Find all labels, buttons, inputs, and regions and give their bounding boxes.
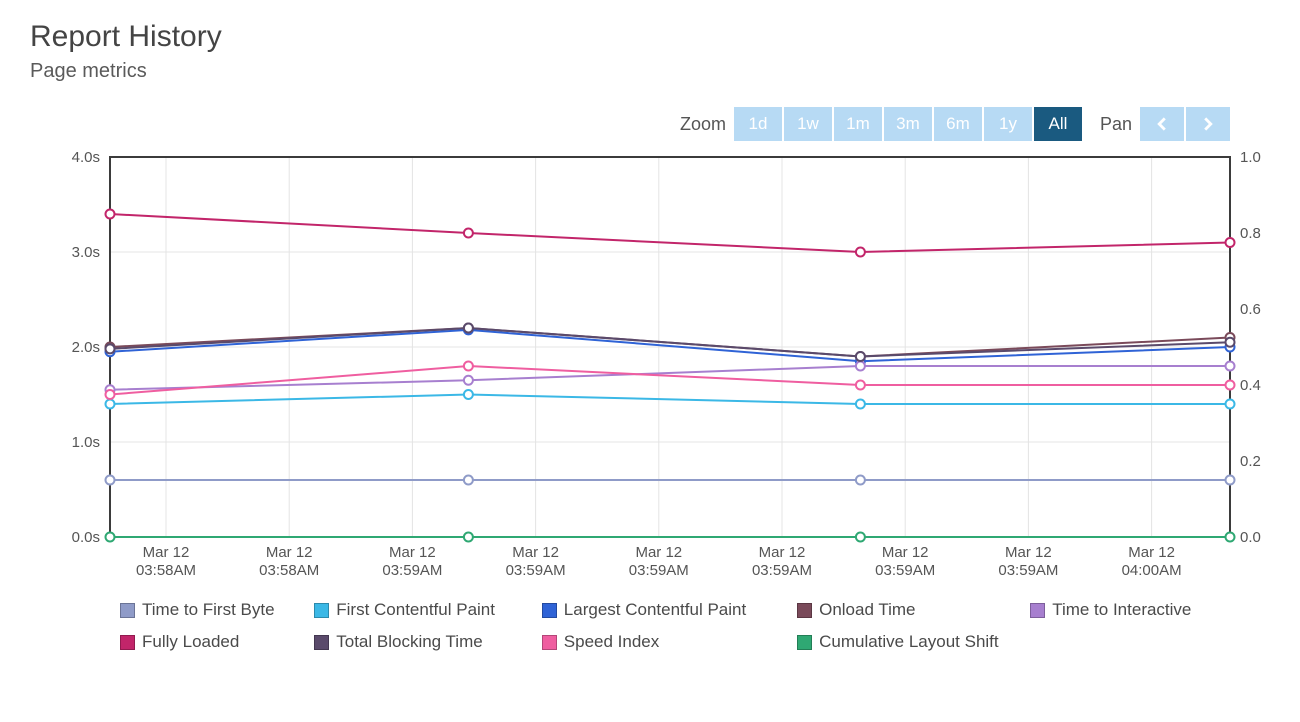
legend-label: Speed Index [564,632,659,652]
legend-item-tbt[interactable]: Total Blocking Time [314,632,482,652]
legend-swatch [542,635,557,650]
svg-text:Mar 12: Mar 12 [882,544,929,561]
legend-item-lcp[interactable]: Largest Contentful Paint [542,600,746,620]
zoom-1m-button[interactable]: 1m [834,107,882,141]
chart-toolbar: Zoom 1d1w1m3m6m1yAll Pan [30,107,1270,141]
pan-left-button[interactable] [1140,107,1184,141]
svg-text:Mar 12: Mar 12 [759,544,806,561]
svg-text:03:59AM: 03:59AM [998,562,1058,579]
legend-label: Largest Contentful Paint [564,600,746,620]
svg-text:0.2: 0.2 [1240,453,1261,470]
svg-text:Mar 12: Mar 12 [389,544,436,561]
legend-swatch [542,603,557,618]
svg-text:4.0s: 4.0s [72,149,100,166]
svg-text:04:00AM: 04:00AM [1122,562,1182,579]
legend-swatch [797,603,812,618]
chevron-right-icon [1201,117,1215,131]
legend-item-onload[interactable]: Onload Time [797,600,915,620]
svg-text:Mar 12: Mar 12 [635,544,682,561]
legend-swatch [120,603,135,618]
svg-text:Mar 12: Mar 12 [1128,544,1175,561]
svg-text:Mar 12: Mar 12 [1005,544,1052,561]
svg-text:03:59AM: 03:59AM [506,562,566,579]
svg-text:Mar 12: Mar 12 [512,544,559,561]
zoom-1y-button[interactable]: 1y [984,107,1032,141]
legend-item-tti[interactable]: Time to Interactive [1030,600,1191,620]
svg-text:0.6: 0.6 [1240,301,1261,318]
svg-text:03:59AM: 03:59AM [875,562,935,579]
page-title: Report History [30,20,1270,54]
legend-item-si[interactable]: Speed Index [542,632,659,652]
legend-label: Fully Loaded [142,632,239,652]
zoom-button-row: 1d1w1m3m6m1yAll [734,107,1082,141]
zoom-label: Zoom [680,114,726,135]
chart-legend: Time to First Byte First Contentful Paint… [30,592,1270,654]
svg-text:0.4: 0.4 [1240,377,1261,394]
svg-text:1.0: 1.0 [1240,149,1261,166]
legend-label: Time to Interactive [1052,600,1191,620]
svg-text:Mar 12: Mar 12 [266,544,313,561]
svg-text:Mar 12: Mar 12 [143,544,190,561]
legend-swatch [1030,603,1045,618]
zoom-1w-button[interactable]: 1w [784,107,832,141]
svg-text:1.0s: 1.0s [72,434,100,451]
pan-button-row [1140,107,1230,141]
svg-text:0.8: 0.8 [1240,225,1261,242]
legend-label: Time to First Byte [142,600,275,620]
legend-swatch [314,635,329,650]
svg-text:0.0s: 0.0s [72,529,100,546]
svg-text:03:59AM: 03:59AM [629,562,689,579]
svg-text:03:58AM: 03:58AM [136,562,196,579]
legend-label: Onload Time [819,600,915,620]
svg-text:03:59AM: 03:59AM [382,562,442,579]
zoom-group: Zoom 1d1w1m3m6m1yAll [680,107,1082,141]
svg-text:3.0s: 3.0s [72,244,100,261]
legend-swatch [797,635,812,650]
pan-group: Pan [1100,107,1230,141]
chevron-left-icon [1155,117,1169,131]
legend-item-fully[interactable]: Fully Loaded [120,632,239,652]
legend-item-ttfb[interactable]: Time to First Byte [120,600,275,620]
legend-label: Cumulative Layout Shift [819,632,999,652]
svg-text:0.0: 0.0 [1240,529,1261,546]
pan-right-button[interactable] [1186,107,1230,141]
svg-text:2.0s: 2.0s [72,339,100,356]
metrics-line-chart[interactable]: 0.0s 1.0s 2.0s 3.0s 4.0s 0.0 0.2 0.4 0.6 0.8 1.0 Ma… [30,147,1270,587]
zoom-1d-button[interactable]: 1d [734,107,782,141]
legend-item-fcp[interactable]: First Contentful Paint [314,600,495,620]
page-subtitle: Page metrics [30,60,1270,83]
zoom-all-button[interactable]: All [1034,107,1082,141]
svg-text:03:59AM: 03:59AM [752,562,812,579]
zoom-3m-button[interactable]: 3m [884,107,932,141]
legend-swatch [314,603,329,618]
legend-label: First Contentful Paint [336,600,495,620]
svg-text:03:58AM: 03:58AM [259,562,319,579]
pan-label: Pan [1100,114,1132,135]
chart-container: 0.0s 1.0s 2.0s 3.0s 4.0s 0.0 0.2 0.4 0.6 0.8 1.0 Ma… [30,147,1270,592]
legend-item-cls[interactable]: Cumulative Layout Shift [797,632,999,652]
legend-swatch [120,635,135,650]
zoom-6m-button[interactable]: 6m [934,107,982,141]
legend-label: Total Blocking Time [336,632,482,652]
